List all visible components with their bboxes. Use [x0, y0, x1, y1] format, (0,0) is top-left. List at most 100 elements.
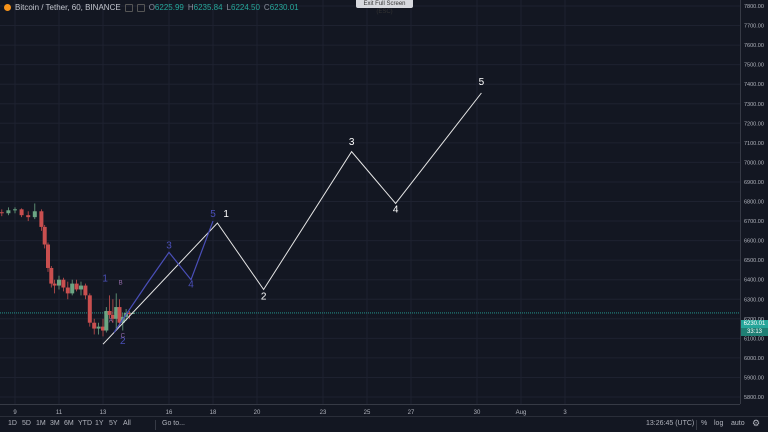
- white-wave-label: 4: [393, 204, 399, 215]
- candle-body: [42, 226, 47, 245]
- time-tick-label: 25: [364, 410, 371, 416]
- range-button-6m[interactable]: 6M: [64, 420, 74, 427]
- legend-settings-icon[interactable]: [136, 3, 145, 12]
- log-scale-toggle[interactable]: log: [714, 420, 724, 427]
- time-tick-label: 30: [474, 410, 481, 416]
- time-tick-label: 16: [166, 410, 173, 416]
- chart-legend: Bitcoin / Tether, 60, BINANCE O6225.99 H…: [4, 3, 299, 12]
- open-value: 6225.99: [154, 3, 184, 12]
- time-tick-label: 13: [100, 410, 107, 416]
- time-tick-label: 27: [408, 410, 415, 416]
- bottom-toolbar: 1D 5D 1M 3M 6M YTD 1Y 5Y All Go to... 13:26:45 (…: [0, 416, 768, 432]
- white-wave-label: 1: [223, 209, 229, 220]
- range-button-1d[interactable]: 1D: [8, 420, 17, 427]
- range-button-all[interactable]: All: [123, 420, 131, 427]
- price-tick-label: 6600.00: [744, 239, 764, 245]
- white-wave-label: 3: [349, 137, 355, 148]
- candle-body: [32, 211, 37, 218]
- percent-scale-toggle[interactable]: %: [701, 420, 708, 427]
- price-tick-label: 6200.00: [744, 317, 764, 323]
- price-tick-label: 7100.00: [744, 141, 764, 147]
- candle-body: [83, 285, 88, 296]
- time-tick-label: Aug: [516, 410, 527, 416]
- time-scale[interactable]: 9 11 13 16 18 20 23 25 27 30 Aug 3: [0, 404, 740, 416]
- candle-body: [79, 285, 83, 290]
- price-tick-label: 6500.00: [744, 258, 764, 264]
- price-tick-label: 6300.00: [744, 297, 764, 303]
- blue-wave-label: 2: [120, 336, 126, 347]
- candle-body: [74, 283, 79, 290]
- toolbar-separator: [155, 420, 156, 430]
- white-elliott-wave[interactable]: [102, 92, 482, 345]
- price-tick-label: 7200.00: [744, 121, 764, 127]
- close-value: 6230.01: [269, 3, 299, 12]
- price-tick-label: 6000.00: [744, 356, 764, 362]
- symbol-logo-icon: [4, 4, 11, 11]
- candle-body: [104, 310, 109, 331]
- symbol-title[interactable]: Bitcoin / Tether, 60, BINANCE: [15, 3, 121, 12]
- auto-scale-toggle[interactable]: auto: [731, 420, 745, 427]
- candle-body: [57, 279, 61, 286]
- time-tick-label: 20: [254, 410, 261, 416]
- gear-icon[interactable]: ⚙: [752, 418, 761, 428]
- blue-wave-label: 4: [188, 280, 194, 291]
- time-scale-labels: 9 11 13 16 18 20 23 25 27 30 Aug 3: [13, 410, 567, 416]
- range-button-1y[interactable]: 1Y: [95, 420, 104, 427]
- range-button-3m[interactable]: 3M: [50, 420, 60, 427]
- clock-display[interactable]: 13:26:45 (UTC): [646, 420, 695, 427]
- candle-body: [19, 209, 24, 216]
- high-label: H: [187, 3, 194, 12]
- time-tick-label: 9: [13, 410, 17, 416]
- low-label: L: [226, 3, 231, 12]
- range-button-5y[interactable]: 5Y: [109, 420, 118, 427]
- legend-toggle-icon[interactable]: [124, 3, 133, 12]
- price-scale[interactable]: 7800.00 7700.00 7600.00 7500.00 7400.00 7300.…: [740, 0, 768, 404]
- exit-fullscreen-button[interactable]: Exit Full Screen (ESC): [356, 0, 413, 15]
- candle-body: [96, 326, 101, 329]
- blue-elliott-wave[interactable]: [113, 220, 214, 333]
- candle-body: [6, 210, 11, 214]
- range-button-1m[interactable]: 1M: [36, 420, 46, 427]
- candle-body: [61, 279, 66, 288]
- candle-body: [101, 326, 105, 331]
- time-tick-label: 3: [563, 410, 567, 416]
- candle-body: [87, 295, 92, 323]
- candle-body: [49, 267, 54, 284]
- blue-wave-label: 1: [102, 274, 108, 285]
- candle-body: [127, 312, 132, 314]
- grid: [0, 0, 740, 404]
- abc-wave-label: B: [119, 281, 123, 287]
- candle-body: [107, 310, 112, 315]
- price-tick-label: 7600.00: [744, 43, 764, 49]
- open-label: O: [148, 3, 155, 12]
- price-tick-label: 6100.00: [744, 336, 764, 342]
- abc-wave-label: A: [109, 319, 113, 325]
- high-value: 6235.84: [193, 3, 223, 12]
- candle-body: [117, 307, 122, 323]
- white-wave-label: 5: [479, 77, 485, 88]
- price-tick-label: 7000.00: [744, 160, 764, 166]
- price-tick-label: 7500.00: [744, 63, 764, 69]
- low-value: 6224.50: [231, 3, 260, 12]
- goto-button[interactable]: Go to...: [162, 420, 185, 427]
- price-tick-label: 7400.00: [744, 82, 764, 88]
- price-tick-label: 6400.00: [744, 278, 764, 284]
- candles: [0, 203, 135, 337]
- countdown-badge: 33:13: [741, 328, 768, 336]
- price-tick-label: 7700.00: [744, 24, 764, 30]
- price-tick-label: 5900.00: [744, 375, 764, 381]
- range-button-5d[interactable]: 5D: [22, 420, 31, 427]
- price-tick-label: 6700.00: [744, 219, 764, 225]
- candle-body: [114, 307, 119, 319]
- candle-body: [0, 212, 4, 214]
- close-label: C: [263, 3, 270, 12]
- range-button-ytd[interactable]: YTD: [78, 420, 92, 427]
- price-tick-label: 6900.00: [744, 180, 764, 186]
- candle-body: [26, 215, 31, 218]
- price-tick-label: 7800.00: [744, 4, 764, 10]
- toolbar-separator: [696, 420, 697, 430]
- last-price-badge: 6230.01: [741, 320, 768, 328]
